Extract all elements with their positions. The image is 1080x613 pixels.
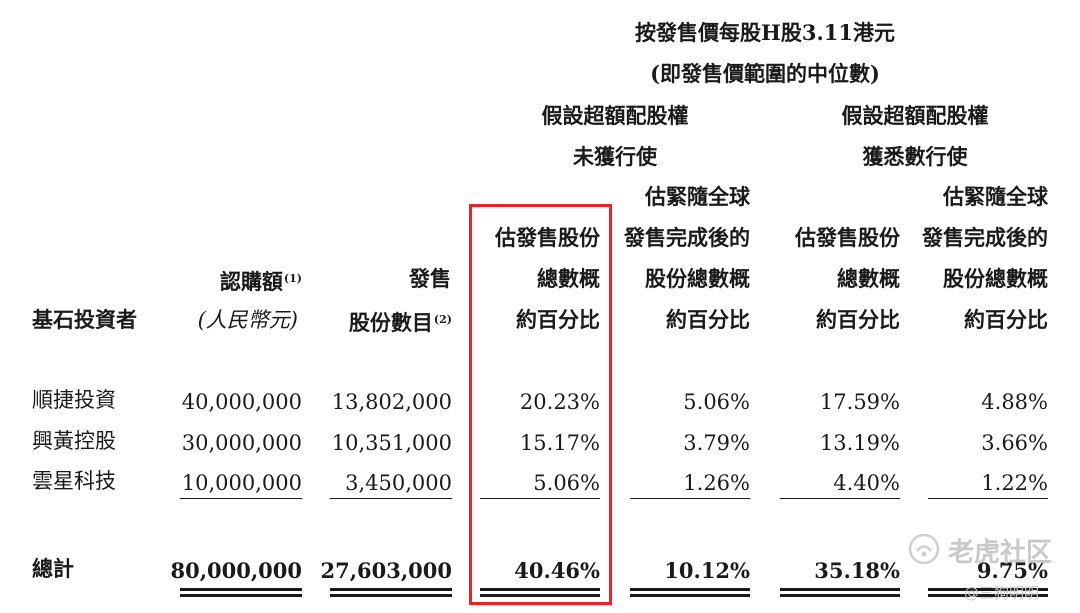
watermark-user: @三狗明明 — [964, 584, 1040, 602]
header-pct-global-ex-4: 約百分比 — [964, 307, 1048, 332]
pct-global: 3.79% — [683, 431, 750, 455]
pct-offer-exercised: 4.40% — [833, 471, 900, 495]
header-pct-global-1: 估緊隨全球 — [645, 184, 750, 209]
subscription-amount: 40,000,000 — [181, 390, 302, 414]
total-double-rule — [180, 594, 302, 597]
total-label: 總計 — [32, 556, 74, 581]
subtotal-rule — [630, 498, 750, 499]
group-not-exercised-line1: 假設超額配股權 — [541, 103, 689, 128]
offer-price-heading: 按發售價每股H股3.11港元 — [635, 20, 895, 45]
pct-offer: 5.06% — [533, 471, 600, 495]
total-amount: 80,000,000 — [170, 558, 302, 583]
header-pct-global-ex-1: 估緊隨全球 — [943, 184, 1048, 209]
subtotal-rule — [780, 498, 900, 499]
total-double-rule — [780, 594, 900, 597]
header-subscription-unit: (人民幣元) — [197, 308, 298, 332]
header-pct-offer-3: 約百分比 — [516, 307, 600, 332]
highlight-box — [469, 204, 612, 605]
total-pct-offer: 40.46% — [514, 558, 600, 583]
header-subscription: 認購額(1) — [219, 269, 302, 294]
total-pct-global-exercised: 9.75% — [976, 558, 1048, 583]
total-double-rule — [928, 588, 1048, 591]
total-double-rule — [630, 594, 750, 597]
total-pct-offer-exercised: 35.18% — [814, 558, 900, 583]
header-pct-offer-ex-1: 估發售股份 — [795, 225, 900, 250]
pct-global: 5.06% — [683, 390, 750, 414]
header-pct-global-4: 約百分比 — [666, 307, 750, 332]
pct-offer: 20.23% — [519, 390, 600, 414]
pct-global-exercised: 1.22% — [981, 471, 1048, 495]
header-pct-offer-2: 總數概 — [537, 266, 600, 291]
subtotal-rule — [180, 498, 302, 499]
pct-offer-exercised: 13.19% — [819, 431, 900, 455]
total-double-rule — [630, 588, 750, 591]
total-double-rule — [780, 588, 900, 591]
offer-shares: 3,450,000 — [345, 471, 452, 495]
header-pct-global-3: 股份總數概 — [645, 266, 750, 291]
pct-global: 1.26% — [683, 471, 750, 495]
offer-shares: 13,802,000 — [331, 390, 452, 414]
tiger-logo-icon — [908, 533, 940, 565]
investor-name: 興黃控股 — [32, 429, 116, 453]
header-pct-offer-1: 估發售股份 — [495, 225, 600, 250]
investor-name: 順捷投資 — [32, 388, 116, 412]
pct-offer: 15.17% — [519, 431, 600, 455]
pct-offer-exercised: 17.59% — [819, 390, 900, 414]
total-double-rule — [180, 588, 302, 591]
subtotal-rule — [330, 498, 452, 499]
group-not-exercised-line2: 未獲行使 — [573, 144, 657, 169]
subscription-amount: 30,000,000 — [181, 431, 302, 455]
total-double-rule — [480, 588, 600, 591]
subscription-amount: 10,000,000 — [181, 471, 302, 495]
header-pct-offer-ex-2: 總數概 — [837, 266, 900, 291]
offer-shares: 10,351,000 — [331, 431, 452, 455]
header-pct-offer-ex-3: 約百分比 — [816, 307, 900, 332]
total-double-rule — [928, 594, 1048, 597]
total-double-rule — [330, 594, 452, 597]
header-shares-line1: 發售 — [409, 266, 451, 291]
header-pct-global-ex-3: 股份總數概 — [943, 266, 1048, 291]
group-exercised-line1: 假設超額配股權 — [841, 103, 989, 128]
total-double-rule — [480, 594, 600, 597]
total-double-rule — [330, 588, 452, 591]
pct-global-exercised: 3.66% — [981, 431, 1048, 455]
pct-global-exercised: 4.88% — [981, 390, 1048, 414]
total-shares: 27,603,000 — [320, 558, 452, 583]
investor-name: 雲星科技 — [32, 469, 116, 493]
subtotal-rule — [480, 498, 600, 499]
header-pct-global-2: 發售完成後的 — [624, 225, 750, 250]
subtotal-rule — [928, 498, 1048, 499]
header-shares-line2: 股份數目(2) — [348, 310, 452, 335]
watermark-brand: 老虎社区 — [948, 538, 1053, 568]
header-investor: 基石投資者 — [32, 307, 137, 332]
total-pct-global: 10.12% — [664, 558, 750, 583]
offer-price-subheading: (即發售價範圍的中位數) — [650, 61, 880, 86]
group-exercised-line2: 獲悉數行使 — [862, 144, 968, 169]
header-pct-global-ex-2: 發售完成後的 — [922, 225, 1048, 250]
